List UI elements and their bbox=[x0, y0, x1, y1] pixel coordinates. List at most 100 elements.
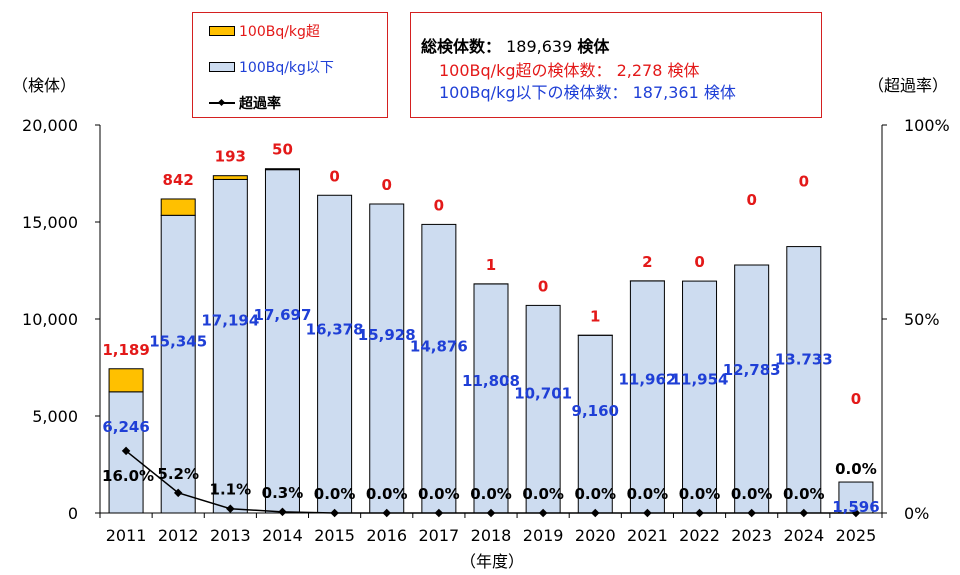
under-value-label: 10,701 bbox=[514, 385, 572, 403]
over-value-label: 0 bbox=[851, 390, 861, 408]
x-tick-label: 2016 bbox=[366, 526, 407, 545]
rate-value-label: 0.0% bbox=[783, 485, 825, 503]
rate-point bbox=[799, 508, 809, 518]
rate-point bbox=[382, 508, 391, 518]
left-tick-label: 20,000 bbox=[22, 116, 78, 135]
left-tick-label: 15,000 bbox=[22, 213, 78, 232]
over-value-label: 50 bbox=[272, 141, 293, 159]
rate-value-label: 0.0% bbox=[418, 485, 460, 503]
under-value-label: 15,345 bbox=[149, 332, 207, 350]
under-value-label: 14,876 bbox=[410, 338, 468, 356]
x-tick-label: 2021 bbox=[627, 526, 668, 545]
left-tick-label: 5,000 bbox=[32, 407, 78, 426]
rate-value-label: 0.0% bbox=[679, 485, 721, 503]
rate-value-label: 1.1% bbox=[210, 481, 252, 499]
bar-over bbox=[212, 175, 248, 180]
rate-point bbox=[591, 508, 600, 518]
data-labels: 6,246 1,189 16.0% 15,345 842 5.2% 17,194 193 1.1… bbox=[102, 141, 880, 516]
over-value-label: 0 bbox=[329, 167, 339, 185]
over-value-label: 0 bbox=[434, 196, 444, 214]
bar-under bbox=[734, 264, 770, 514]
summary-over-label: 100Bq/kg超の検体数： bbox=[439, 61, 612, 80]
rate-value-label: 16.0% bbox=[102, 467, 154, 485]
legend-over-label: 100Bq/kg超 bbox=[239, 24, 320, 40]
legend-under-label: 100Bq/kg以下 bbox=[239, 60, 334, 76]
left-tick-label: 10,000 bbox=[22, 310, 78, 329]
x-tick-label: 2015 bbox=[314, 526, 355, 545]
under-value-label: 17,697 bbox=[254, 306, 312, 324]
summary-over-value: 2,278 bbox=[616, 61, 663, 80]
rate-value-label: 0.0% bbox=[366, 485, 408, 503]
rate-value-label: 0.0% bbox=[522, 485, 564, 503]
summary-total-value: 189,639 bbox=[506, 37, 573, 56]
rate-point bbox=[278, 507, 287, 517]
right-tick-label: 50% bbox=[904, 310, 940, 329]
bar-over bbox=[264, 168, 300, 171]
bar-over bbox=[108, 368, 144, 393]
x-tick-label: 2020 bbox=[575, 526, 616, 545]
under-value-label: 13.733 bbox=[775, 350, 833, 368]
rate-line bbox=[121, 446, 861, 518]
x-tick-label: 2025 bbox=[836, 526, 877, 545]
over-value-label: 0 bbox=[538, 277, 548, 295]
summary-box: 総検体数： 189,639 検体 100Bq/kg超の検体数： 2,278 検体… bbox=[410, 12, 822, 118]
legend-rate-label: 超過率 bbox=[239, 96, 281, 112]
left-axis-unit: （検体） bbox=[12, 76, 77, 95]
over-value-label: 1 bbox=[590, 307, 600, 325]
bar-under bbox=[317, 194, 353, 514]
summary-under-value: 187,361 bbox=[632, 83, 699, 102]
under-value-label: 1,596 bbox=[832, 498, 879, 516]
bar-under bbox=[369, 203, 405, 514]
right-tick-label: 0% bbox=[904, 504, 929, 523]
summary-total: 総検体数： 189,639 検体 bbox=[421, 33, 609, 57]
rate-point bbox=[486, 508, 496, 518]
under-value-label: 6,246 bbox=[102, 418, 149, 436]
legend-item-over: 100Bq/kg超 bbox=[209, 21, 320, 41]
rate-point bbox=[226, 504, 235, 513]
under-swatch bbox=[209, 62, 235, 72]
x-tick-label: 2018 bbox=[471, 526, 512, 545]
summary-under: 100Bq/kg以下の検体数： 187,361 検体 bbox=[439, 79, 736, 103]
x-tick-label: 2019 bbox=[523, 526, 564, 545]
summary-total-unit: 検体 bbox=[577, 37, 610, 56]
rate-point bbox=[695, 508, 704, 518]
bar-under bbox=[525, 304, 561, 514]
bar-under bbox=[212, 178, 248, 514]
summary-total-label: 総検体数： bbox=[421, 37, 502, 56]
under-value-label: 11,962 bbox=[618, 370, 676, 388]
summary-under-label: 100Bq/kg以下の検体数： bbox=[439, 83, 628, 102]
summary-over: 100Bq/kg超の検体数： 2,278 検体 bbox=[439, 57, 700, 81]
right-tick-label: 100% bbox=[904, 116, 950, 135]
bar-under bbox=[264, 169, 300, 514]
x-tick-label: 2022 bbox=[679, 526, 720, 545]
rate-value-label: 0.0% bbox=[731, 485, 773, 503]
rate-point bbox=[173, 488, 183, 498]
over-value-label: 193 bbox=[215, 148, 246, 166]
rate-point bbox=[538, 508, 548, 518]
bar-under bbox=[682, 280, 718, 514]
legend-item-under: 100Bq/kg以下 bbox=[209, 57, 334, 77]
bar-under bbox=[838, 481, 874, 514]
rate-value-label: 0.0% bbox=[470, 485, 512, 503]
bar-under bbox=[160, 214, 196, 514]
bar-under bbox=[786, 246, 822, 514]
legend: 100Bq/kg超 100Bq/kg以下 超過率 bbox=[192, 12, 388, 118]
bars bbox=[108, 168, 874, 514]
rate-point bbox=[851, 508, 861, 518]
over-value-label: 0 bbox=[382, 176, 392, 194]
rate-point bbox=[434, 508, 444, 518]
x-tick-label: 2011 bbox=[106, 526, 147, 545]
x-tick-label: 2023 bbox=[731, 526, 772, 545]
legend-item-rate: 超過率 bbox=[209, 93, 281, 113]
under-value-label: 12,783 bbox=[723, 361, 781, 379]
over-value-label: 0 bbox=[694, 253, 704, 271]
under-value-label: 16,378 bbox=[306, 321, 364, 339]
bar-under bbox=[421, 223, 457, 514]
rate-point bbox=[330, 508, 339, 518]
rate-point bbox=[643, 508, 652, 518]
bar-under bbox=[629, 280, 665, 514]
right-axis-unit: （超過率） bbox=[868, 76, 949, 95]
under-value-label: 9,160 bbox=[572, 402, 619, 420]
rate-point bbox=[747, 508, 756, 518]
